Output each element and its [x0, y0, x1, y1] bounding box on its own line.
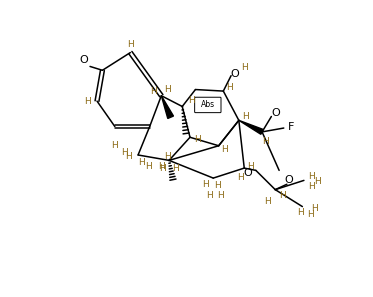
Text: H: H [145, 162, 152, 171]
Text: H: H [222, 145, 228, 154]
Text: H: H [164, 152, 171, 161]
Text: H: H [125, 152, 132, 161]
Text: O: O [284, 175, 293, 185]
Text: H: H [121, 148, 128, 157]
Text: O: O [271, 108, 280, 119]
Text: H: H [194, 135, 201, 144]
Text: O: O [79, 55, 88, 65]
Text: H: H [308, 172, 315, 181]
Text: H: H [139, 158, 145, 167]
FancyBboxPatch shape [195, 97, 221, 113]
Text: H: H [226, 83, 233, 92]
Text: O: O [231, 69, 239, 79]
Text: H: H [150, 87, 157, 96]
Text: H: H [311, 204, 317, 213]
Text: H: H [84, 97, 91, 106]
Polygon shape [239, 120, 263, 134]
Text: H: H [164, 85, 171, 94]
Text: H: H [264, 197, 271, 206]
Polygon shape [162, 96, 173, 119]
Text: H: H [206, 191, 213, 200]
Text: H: H [242, 112, 248, 121]
Text: H: H [158, 162, 165, 171]
Text: H: H [202, 180, 209, 189]
Text: H: H [308, 182, 315, 191]
Text: H: H [314, 177, 321, 187]
Text: H: H [307, 210, 313, 219]
Text: H: H [297, 208, 304, 217]
Text: F: F [288, 121, 295, 132]
Text: Abs: Abs [201, 100, 215, 109]
Text: H: H [160, 164, 166, 173]
Text: H: H [127, 40, 134, 49]
Text: H: H [217, 191, 225, 200]
Text: O: O [244, 168, 253, 178]
Text: H: H [263, 137, 269, 146]
Text: H: H [172, 164, 179, 173]
Text: H: H [247, 162, 254, 171]
Text: H: H [280, 191, 286, 200]
Text: H: H [188, 96, 195, 105]
Text: H: H [112, 141, 118, 150]
Text: H: H [214, 181, 220, 190]
Text: H: H [241, 64, 248, 72]
Text: H: H [237, 173, 244, 182]
